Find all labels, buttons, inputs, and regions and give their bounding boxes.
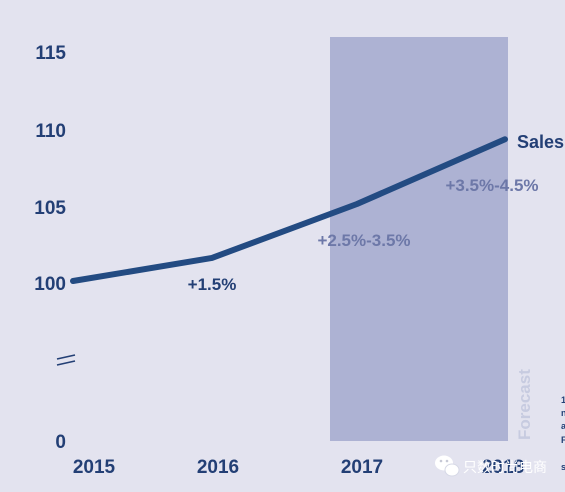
footnote-text: 1 [561,395,565,405]
x-tick-label: 2015 [73,457,116,478]
x-tick-label: 2018 [482,457,524,478]
forecast-band [330,37,508,441]
y-tick-label: 115 [35,43,66,64]
series-line-sales [70,136,508,284]
annotation-label: +2.5%-3.5% [317,231,410,250]
x-tick-labels: 2015 2016 2017 2018 [73,457,524,478]
watermark: 只数时尚电商 [435,455,547,477]
x-tick-label: 2016 [197,457,239,478]
series-label-sales: Sales [517,132,564,152]
annotation-label: +1.5% [188,275,237,294]
y-tick-label: 100 [34,274,66,295]
y-tick-label: 110 [35,121,66,142]
watermark-text: 只数时尚电商 [463,459,547,475]
y-tick-label: 0 [55,432,66,453]
y-tick-labels: 115 110 105 100 0 [34,43,66,453]
footnote-text: F [561,435,565,445]
wechat-bubble-icon [435,455,460,477]
annotation-label: +3.5%-4.5% [445,176,538,195]
x-tick-label: 2017 [341,457,383,478]
forecast-label: Forecast [515,369,534,440]
annotations: +1.5% +2.5%-3.5% +3.5%-4.5% [188,176,539,294]
footnote-text: s [561,462,565,472]
footnote-text: n [561,408,565,418]
y-tick-label: 105 [34,198,66,219]
footnote-text: a [561,421,565,431]
axis-break-icon [56,354,76,366]
